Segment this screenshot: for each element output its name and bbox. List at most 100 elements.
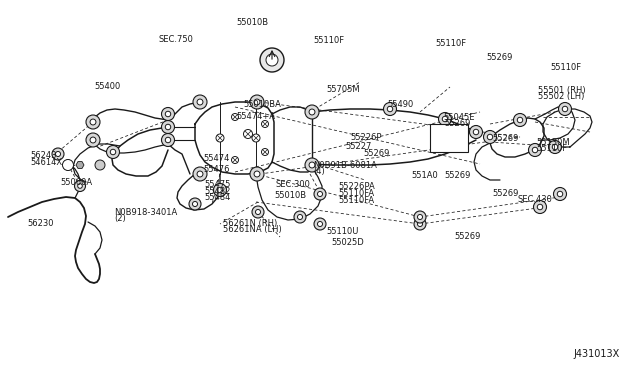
Circle shape bbox=[161, 134, 175, 147]
Circle shape bbox=[106, 145, 120, 158]
Circle shape bbox=[483, 131, 497, 144]
Polygon shape bbox=[76, 161, 84, 169]
Circle shape bbox=[232, 113, 239, 121]
Circle shape bbox=[417, 221, 422, 227]
Text: 55110U: 55110U bbox=[326, 227, 359, 236]
Text: 56230: 56230 bbox=[27, 219, 53, 228]
Circle shape bbox=[90, 119, 96, 125]
Circle shape bbox=[95, 160, 105, 170]
Text: 56261N (RH): 56261N (RH) bbox=[223, 219, 277, 228]
Circle shape bbox=[260, 48, 284, 72]
Circle shape bbox=[305, 105, 319, 119]
Text: N0B91B-6081A: N0B91B-6081A bbox=[314, 161, 378, 170]
Text: N0B918-3401A: N0B918-3401A bbox=[114, 208, 177, 217]
Circle shape bbox=[66, 163, 70, 167]
Text: 55705M: 55705M bbox=[326, 85, 360, 94]
Text: 55484: 55484 bbox=[205, 193, 231, 202]
Text: 55400: 55400 bbox=[95, 82, 121, 91]
Circle shape bbox=[52, 148, 64, 160]
Text: 55110F: 55110F bbox=[536, 144, 568, 153]
Circle shape bbox=[110, 149, 116, 155]
Circle shape bbox=[216, 134, 224, 142]
Text: 54614X: 54614X bbox=[31, 158, 63, 167]
Circle shape bbox=[317, 192, 323, 196]
Circle shape bbox=[90, 137, 96, 143]
Text: 55269: 55269 bbox=[493, 134, 519, 143]
Circle shape bbox=[387, 106, 393, 112]
Text: 55502 (LH): 55502 (LH) bbox=[538, 92, 584, 101]
Text: 55476: 55476 bbox=[204, 165, 230, 174]
Circle shape bbox=[309, 162, 315, 168]
Text: 55475: 55475 bbox=[205, 180, 231, 189]
Circle shape bbox=[487, 134, 493, 140]
Text: 55482: 55482 bbox=[205, 187, 231, 196]
Text: 55269: 55269 bbox=[454, 232, 481, 241]
Circle shape bbox=[517, 117, 523, 123]
Circle shape bbox=[252, 206, 264, 218]
Circle shape bbox=[86, 133, 100, 147]
Text: J431013X: J431013X bbox=[573, 349, 620, 359]
Circle shape bbox=[243, 129, 253, 138]
Circle shape bbox=[554, 187, 566, 201]
Text: SEC.430: SEC.430 bbox=[517, 195, 552, 203]
Circle shape bbox=[537, 204, 543, 210]
Text: 55269: 55269 bbox=[486, 53, 513, 62]
Circle shape bbox=[438, 112, 451, 125]
Circle shape bbox=[252, 134, 260, 142]
Text: 55060A: 55060A bbox=[61, 178, 93, 187]
Circle shape bbox=[250, 167, 264, 181]
Bar bbox=[430, 124, 468, 152]
Circle shape bbox=[193, 202, 198, 206]
Circle shape bbox=[193, 95, 207, 109]
Circle shape bbox=[262, 148, 269, 155]
Circle shape bbox=[563, 106, 568, 112]
Text: 55010BA: 55010BA bbox=[243, 100, 281, 109]
Circle shape bbox=[314, 218, 326, 230]
Text: 55045E: 55045E bbox=[444, 113, 475, 122]
Text: 56243: 56243 bbox=[31, 151, 57, 160]
Text: 55025D: 55025D bbox=[332, 238, 364, 247]
Text: 55010B: 55010B bbox=[237, 18, 269, 27]
Circle shape bbox=[161, 108, 175, 121]
Circle shape bbox=[232, 157, 239, 164]
Text: 55226PA: 55226PA bbox=[338, 182, 374, 191]
Circle shape bbox=[317, 221, 323, 227]
Circle shape bbox=[86, 115, 100, 129]
Circle shape bbox=[262, 121, 269, 128]
Circle shape bbox=[470, 125, 483, 138]
Text: 55269: 55269 bbox=[445, 171, 471, 180]
Circle shape bbox=[473, 129, 479, 135]
Circle shape bbox=[294, 211, 306, 223]
Text: 55474+A: 55474+A bbox=[237, 112, 276, 121]
Circle shape bbox=[165, 124, 171, 130]
Text: (2): (2) bbox=[114, 214, 125, 223]
Circle shape bbox=[197, 171, 203, 177]
Text: 55110F: 55110F bbox=[435, 39, 467, 48]
Circle shape bbox=[559, 103, 572, 115]
Circle shape bbox=[217, 187, 223, 193]
Circle shape bbox=[548, 141, 561, 154]
Circle shape bbox=[161, 121, 175, 134]
Circle shape bbox=[414, 218, 426, 230]
Circle shape bbox=[77, 184, 83, 188]
Circle shape bbox=[214, 183, 227, 196]
Text: (4): (4) bbox=[314, 167, 325, 176]
Circle shape bbox=[74, 180, 86, 192]
Text: 55269: 55269 bbox=[364, 149, 390, 158]
Circle shape bbox=[254, 99, 260, 105]
Circle shape bbox=[197, 99, 203, 105]
Circle shape bbox=[266, 54, 278, 66]
Text: 55110F: 55110F bbox=[550, 63, 582, 72]
Circle shape bbox=[309, 109, 315, 115]
Text: 55010B: 55010B bbox=[274, 191, 306, 200]
Circle shape bbox=[255, 209, 260, 215]
Circle shape bbox=[314, 188, 326, 200]
Text: 55110F: 55110F bbox=[314, 36, 345, 45]
Circle shape bbox=[193, 167, 207, 181]
Text: 55474: 55474 bbox=[204, 154, 230, 163]
Circle shape bbox=[63, 160, 73, 170]
Text: 55269: 55269 bbox=[445, 119, 471, 128]
Circle shape bbox=[417, 215, 422, 219]
Text: 55226P: 55226P bbox=[351, 133, 382, 142]
Text: 56261NA (LH): 56261NA (LH) bbox=[223, 225, 282, 234]
